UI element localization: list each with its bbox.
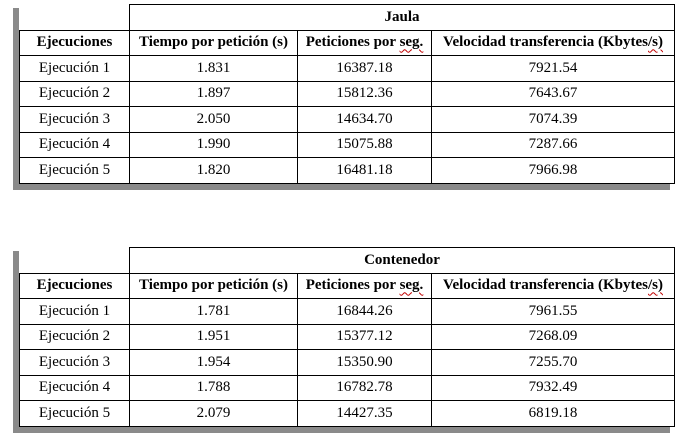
title-row: Jaula (19, 4, 676, 31)
cell-ejecucion: Ejecución 4 (19, 131, 130, 158)
table-row: Ejecución 1 1.781 16844.26 7961.55 (19, 298, 675, 325)
cell-tiempo: 1.951 (129, 323, 298, 350)
cell-velocidad: 7961.55 (431, 298, 675, 325)
table-shadow (13, 251, 19, 429)
results-table-contenedor: Contenedor Ejecuciones Tiempo por petici… (19, 247, 675, 427)
cell-ejecucion: Ejecución 3 (19, 349, 130, 376)
table-contenedor-container: Contenedor Ejecuciones Tiempo por petici… (13, 247, 675, 433)
table-row: Ejecución 2 1.951 15377.12 7268.09 (19, 323, 675, 350)
cell-tiempo: 1.781 (129, 298, 298, 325)
table-row: Ejecución 1 1.831 16387.18 7921.54 (19, 55, 676, 82)
header-peticiones: Peticiones por seg. (297, 272, 432, 299)
header-ejecuciones: Ejecuciones (19, 272, 130, 299)
header-row: Ejecuciones Tiempo por petición (s) Peti… (19, 29, 676, 56)
cell-tiempo: 2.050 (129, 106, 298, 133)
cell-ejecucion: Ejecución 4 (19, 374, 130, 401)
cell-ejecucion: Ejecución 2 (19, 323, 130, 350)
cell-ejecucion: Ejecución 5 (19, 400, 130, 427)
table-row: Ejecución 2 1.897 15812.36 7643.67 (19, 80, 676, 107)
header-tiempo: Tiempo por petición (s) (129, 272, 298, 299)
cell-peticiones: 15350.90 (297, 349, 432, 376)
table-title: Contenedor (129, 247, 675, 274)
cell-velocidad: 7287.66 (430, 131, 676, 158)
table-row: Ejecución 3 2.050 14634.70 7074.39 (19, 106, 676, 133)
cell-tiempo: 1.831 (129, 55, 298, 82)
spellcheck-word: /s) (647, 277, 663, 294)
cell-tiempo: 1.954 (129, 349, 298, 376)
cell-peticiones: 16387.18 (297, 55, 432, 82)
header-velocidad: Velocidad transferencia (Kbytes/s) (430, 29, 676, 56)
cell-peticiones: 15812.36 (297, 80, 432, 107)
spellcheck-word: /s) (648, 34, 663, 51)
cell-peticiones: 14427.35 (297, 400, 432, 427)
cell-velocidad: 7966.98 (430, 157, 676, 184)
table-shadow (13, 426, 670, 433)
header-velocidad: Velocidad transferencia (Kbytes/s) (431, 272, 675, 299)
spellcheck-word: seg. (399, 34, 424, 51)
cell-ejecucion: Ejecución 2 (19, 80, 130, 107)
cell-velocidad: 7268.09 (431, 323, 675, 350)
header-ejecuciones: Ejecuciones (19, 29, 130, 56)
table-title: Jaula (128, 4, 676, 31)
empty-corner-cell (19, 247, 130, 274)
cell-peticiones: 16782.78 (297, 374, 432, 401)
cell-velocidad: 7921.54 (430, 55, 676, 82)
cell-ejecucion: Ejecución 5 (19, 157, 130, 184)
header-tiempo: Tiempo por petición (s) (129, 29, 298, 56)
cell-tiempo: 1.990 (129, 131, 298, 158)
table-row: Ejecución 4 1.788 16782.78 7932.49 (19, 374, 675, 401)
header-row: Ejecuciones Tiempo por petición (s) Peti… (19, 272, 675, 299)
table-shadow (13, 8, 19, 186)
table-row: Ejecución 5 2.079 14427.35 6819.18 (19, 400, 675, 427)
cell-velocidad: 7643.67 (430, 80, 676, 107)
table-row: Ejecución 4 1.990 15075.88 7287.66 (19, 131, 676, 158)
cell-velocidad: 7255.70 (431, 349, 675, 376)
cell-ejecucion: Ejecución 3 (19, 106, 130, 133)
title-row: Contenedor (19, 247, 675, 274)
cell-peticiones: 15075.88 (297, 131, 432, 158)
cell-velocidad: 6819.18 (431, 400, 675, 427)
cell-peticiones: 16481.18 (297, 157, 432, 184)
cell-velocidad: 7074.39 (430, 106, 676, 133)
table-row: Ejecución 3 1.954 15350.90 7255.70 (19, 349, 675, 376)
cell-tiempo: 1.788 (129, 374, 298, 401)
empty-corner-cell (19, 4, 130, 31)
cell-ejecucion: Ejecución 1 (19, 55, 130, 82)
cell-peticiones: 15377.12 (297, 323, 432, 350)
cell-velocidad: 7932.49 (431, 374, 675, 401)
table-jaula-container: Jaula Ejecuciones Tiempo por petición (s… (13, 4, 676, 190)
table-row: Ejecución 5 1.820 16481.18 7966.98 (19, 157, 676, 184)
cell-tiempo: 1.897 (129, 80, 298, 107)
header-peticiones: Peticiones por seg. (297, 29, 432, 56)
cell-tiempo: 2.079 (129, 400, 298, 427)
cell-ejecucion: Ejecución 1 (19, 298, 130, 325)
cell-peticiones: 14634.70 (297, 106, 432, 133)
results-table-jaula: Jaula Ejecuciones Tiempo por petición (s… (19, 4, 676, 184)
table-shadow (13, 183, 670, 190)
spellcheck-word: seg. (399, 277, 424, 294)
cell-tiempo: 1.820 (129, 157, 298, 184)
cell-peticiones: 16844.26 (297, 298, 432, 325)
